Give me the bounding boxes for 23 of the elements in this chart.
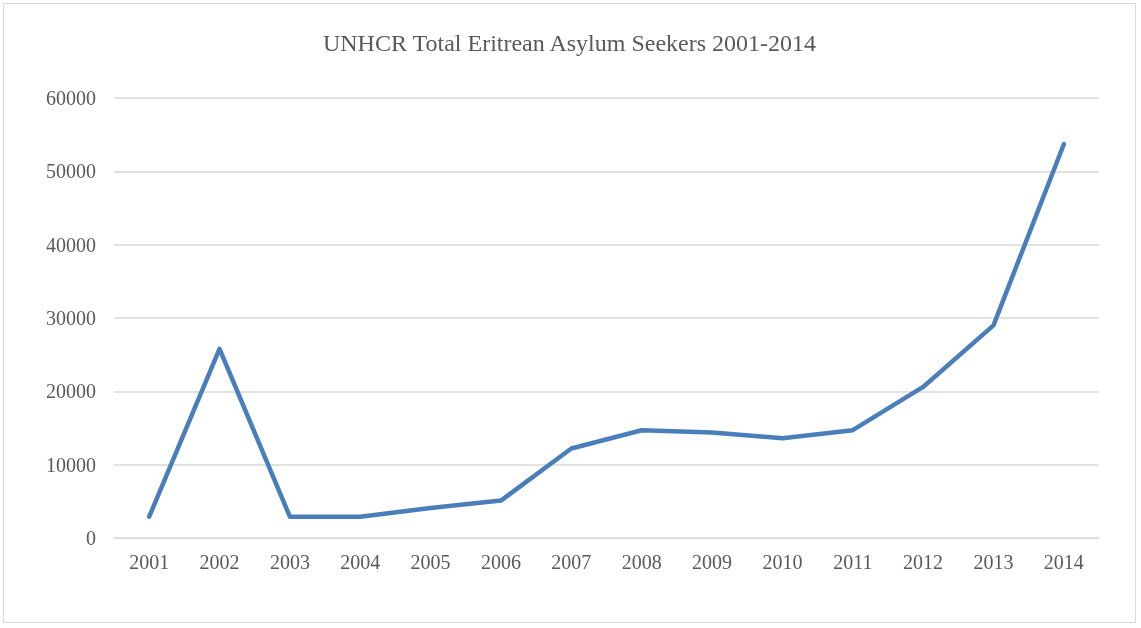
x-tick-label: 2007 xyxy=(551,551,592,573)
y-tick-label: 60000 xyxy=(46,87,96,109)
x-tick-label: 2013 xyxy=(973,551,1014,573)
y-tick-label: 30000 xyxy=(46,307,96,329)
x-tick-label: 2003 xyxy=(269,551,310,573)
x-tick-label: 2006 xyxy=(480,551,521,573)
x-tick-label: 2001 xyxy=(129,551,170,573)
y-tick-label: 0 xyxy=(86,527,96,549)
chart-title: UNHCR Total Eritrean Asylum Seekers 2001-2014 xyxy=(322,30,817,56)
line-series xyxy=(146,141,1067,519)
x-tick-label: 2014 xyxy=(1043,551,1084,573)
y-tick-label: 50000 xyxy=(46,160,96,183)
x-tick-label: 2004 xyxy=(340,551,381,573)
x-tick-label: 2005 xyxy=(410,551,451,573)
x-tick-label: 2009 xyxy=(692,551,733,573)
x-tick-label: 2012 xyxy=(903,551,944,573)
y-tick-label: 20000 xyxy=(46,380,96,403)
x-tick-label: 2002 xyxy=(199,551,240,573)
y-tick-label: 10000 xyxy=(46,453,96,476)
y-tick-label: 40000 xyxy=(46,233,96,256)
x-tick-label: 2010 xyxy=(762,551,803,573)
x-tick-label: 2011 xyxy=(833,551,873,573)
x-tick-label: 2008 xyxy=(621,551,662,573)
